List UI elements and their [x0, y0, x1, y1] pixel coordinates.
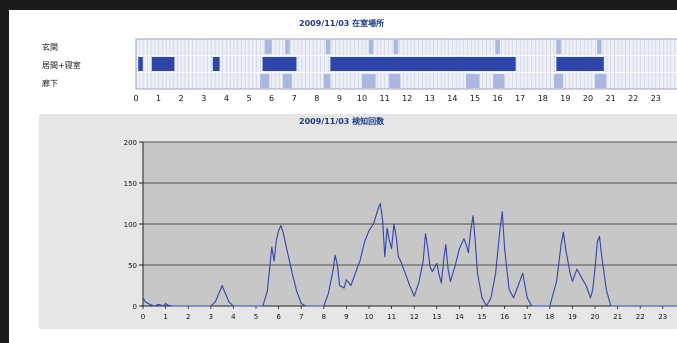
presence-cell	[556, 57, 604, 71]
detection-chart-title: 2009/11/03 検知回数	[299, 117, 385, 126]
presence-cell	[597, 40, 602, 54]
x-tick-label: 21	[613, 313, 622, 321]
presence-hour-label: 13	[425, 94, 435, 103]
presence-hour-label: 20	[583, 94, 593, 103]
presence-hour-label: 9	[337, 94, 342, 103]
row-label-corridor: 廊下	[42, 79, 58, 88]
presence-hour-label: 21	[606, 94, 616, 103]
row-label-entrance: 玄関	[42, 43, 58, 52]
presence-cell	[393, 40, 399, 54]
presence-hour-label: 11	[380, 94, 390, 103]
x-tick-label: 2	[186, 313, 190, 321]
detection-series-line	[142, 202, 677, 307]
presence-cell	[212, 57, 220, 71]
presence-hour-label: 18	[538, 94, 548, 103]
presence-row-bg	[136, 39, 677, 55]
presence-cell	[389, 74, 401, 88]
presence-chart-title: 2009/11/03 在室場所	[299, 19, 385, 28]
row-label-living-bedroom: 居間+寝室	[42, 61, 81, 70]
presence-hour-label: 5	[246, 94, 251, 103]
x-tick-label: 16	[500, 313, 509, 321]
presence-hour-label: 19	[560, 94, 570, 103]
x-tick-label: 4	[231, 313, 236, 321]
presence-cell	[151, 57, 175, 71]
presence-hour-label: 16	[493, 94, 503, 103]
x-tick-label: 6	[276, 313, 281, 321]
presence-hour-label: 7	[292, 94, 297, 103]
presence-hour-label: 22	[628, 94, 638, 103]
presence-hour-label: 17	[515, 94, 525, 103]
x-tick-label: 19	[568, 313, 577, 321]
y-tick-label: 200	[124, 139, 137, 147]
presence-row-bg	[136, 73, 677, 89]
x-tick-label: 20	[591, 313, 600, 321]
presence-cell	[495, 40, 500, 54]
x-tick-label: 12	[410, 313, 419, 321]
presence-hour-label: 23	[651, 94, 661, 103]
x-tick-label: 3	[209, 313, 213, 321]
presence-hour-label: 3	[201, 94, 206, 103]
x-tick-label: 8	[322, 313, 326, 321]
presence-cell	[264, 40, 272, 54]
presence-hour-label: 12	[402, 94, 412, 103]
presence-cell	[362, 74, 376, 88]
presence-cell	[262, 57, 297, 71]
x-tick-label: 22	[636, 313, 645, 321]
presence-hour-label: 6	[269, 94, 274, 103]
presence-cell	[325, 40, 331, 54]
presence-hour-label: 0	[133, 94, 138, 103]
presence-border	[135, 38, 677, 90]
x-tick-label: 11	[387, 313, 396, 321]
presence-hour-label: 2	[179, 94, 184, 103]
presence-hour-label: 8	[314, 94, 319, 103]
x-tick-label: 0	[141, 313, 145, 321]
presence-hour-label: 4	[224, 94, 229, 103]
x-tick-label: 1	[163, 313, 167, 321]
y-tick-label: 150	[124, 180, 137, 188]
y-tick-label: 50	[128, 262, 137, 270]
x-tick-label: 15	[478, 313, 487, 321]
presence-cell	[493, 74, 505, 88]
x-tick-label: 9	[344, 313, 348, 321]
presence-cell	[285, 40, 290, 54]
presence-hour-label: 15	[470, 94, 480, 103]
presence-cell	[260, 74, 270, 88]
presence-cell	[330, 57, 516, 71]
presence-hour-label: 10	[357, 94, 367, 103]
presence-cell	[594, 74, 607, 88]
report-frame: 2009/11/03 在室場所 玄関 居間+寝室 廊下 0 1 2 3 4 5 6 7 8 9 10…	[9, 10, 677, 343]
x-tick-label: 10	[365, 313, 374, 321]
x-tick-label: 5	[254, 313, 258, 321]
x-tick-label: 7	[299, 313, 303, 321]
presence-hour-label: 1	[156, 94, 161, 103]
x-tick-label: 23	[658, 313, 667, 321]
presence-cell	[556, 40, 561, 54]
presence-cell	[465, 74, 480, 88]
presence-cell	[282, 74, 292, 88]
x-tick-label: 13	[432, 313, 441, 321]
presence-heatmap: 0 1 2 3 4 5 6 7 8 9 10 11 12 13 14 15 16 17 18 19 20 21 22 23	[133, 38, 677, 103]
y-tick-label: 100	[124, 221, 137, 229]
presence-cell	[554, 74, 564, 88]
x-tick-label: 14	[455, 313, 464, 321]
y-tick-label: 0	[133, 303, 137, 311]
presence-cell	[138, 57, 143, 71]
presence-cell	[368, 40, 374, 54]
presence-hour-label: 14	[447, 94, 457, 103]
x-tick-label: 18	[545, 313, 554, 321]
presence-cell	[323, 74, 331, 88]
x-tick-label: 17	[523, 313, 532, 321]
